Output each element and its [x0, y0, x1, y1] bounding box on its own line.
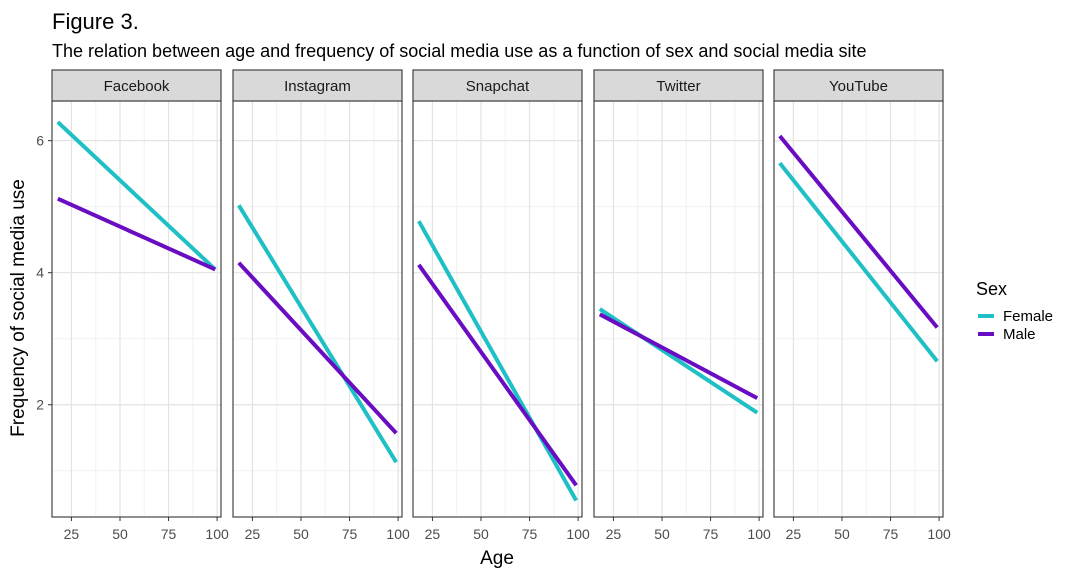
x-tick-label: 50: [112, 526, 128, 542]
x-tick-label: 100: [205, 526, 229, 542]
facet-twitter: Twitter 25 50 75 100: [593, 69, 771, 542]
legend-label-female: Female: [1003, 308, 1053, 325]
strip-label: Twitter: [656, 78, 700, 95]
x-tick-label: 100: [927, 526, 951, 542]
series-line-male: [778, 134, 939, 329]
x-tick-label: 100: [386, 526, 410, 542]
legend-title: Sex: [976, 279, 1007, 299]
y-tick-label: 4: [36, 265, 44, 281]
y-axis-title: Frequency of social media use: [8, 179, 29, 437]
chart-subtitle: The relation between age and frequency o…: [52, 41, 867, 61]
y-tick-label: 2: [36, 397, 44, 413]
series-line-male: [417, 263, 578, 487]
x-tick-label: 75: [883, 526, 899, 542]
series-line-female: [417, 220, 578, 502]
facet-youtube: YouTube 25 50 75 100: [773, 69, 951, 542]
x-tick-label: 50: [473, 526, 489, 542]
strip-label: YouTube: [829, 78, 888, 95]
facet-instagram: Instagram 25 50 75 100: [232, 69, 410, 542]
x-tick-label: 100: [747, 526, 771, 542]
x-tick-label: 100: [566, 526, 590, 542]
strip-label: Snapchat: [466, 78, 530, 95]
x-tick-label: 50: [654, 526, 670, 542]
y-axis: 2 4 6: [36, 133, 52, 413]
x-tick-label: 75: [342, 526, 358, 542]
series-line-male: [237, 261, 398, 435]
series-line-male: [56, 196, 217, 272]
series-line-female: [778, 161, 939, 363]
chart-title: Figure 3.: [52, 9, 139, 34]
x-tick-label: 25: [606, 526, 622, 542]
panel-background: [594, 101, 763, 517]
facet-facebook: Facebook 25 50 75 100: [51, 69, 229, 542]
x-axis-title: Age: [480, 548, 514, 569]
x-tick-label: 50: [834, 526, 850, 542]
x-tick-label: 75: [703, 526, 719, 542]
x-tick-label: 25: [64, 526, 80, 542]
strip-label: Facebook: [104, 78, 170, 95]
series-line-female: [56, 120, 217, 271]
x-tick-label: 25: [425, 526, 441, 542]
strip-background: [232, 69, 403, 102]
x-tick-label: 25: [245, 526, 261, 542]
strip-background: [51, 69, 222, 102]
strip-label: Instagram: [284, 78, 351, 95]
facet-snapchat: Snapchat 25 50 75 100: [412, 69, 590, 542]
y-tick-label: 6: [36, 133, 44, 149]
panel-background: [774, 101, 943, 517]
series-line-female: [237, 204, 398, 464]
panel-background: [52, 101, 221, 517]
legend-label-male: Male: [1003, 326, 1036, 343]
x-tick-label: 75: [522, 526, 538, 542]
panel-background: [233, 101, 402, 517]
x-tick-label: 25: [786, 526, 802, 542]
strip-background: [593, 69, 764, 102]
series-line-male: [598, 312, 759, 400]
x-tick-label: 75: [161, 526, 177, 542]
strip-background: [412, 69, 583, 102]
strip-background: [773, 69, 944, 102]
x-tick-label: 50: [293, 526, 309, 542]
